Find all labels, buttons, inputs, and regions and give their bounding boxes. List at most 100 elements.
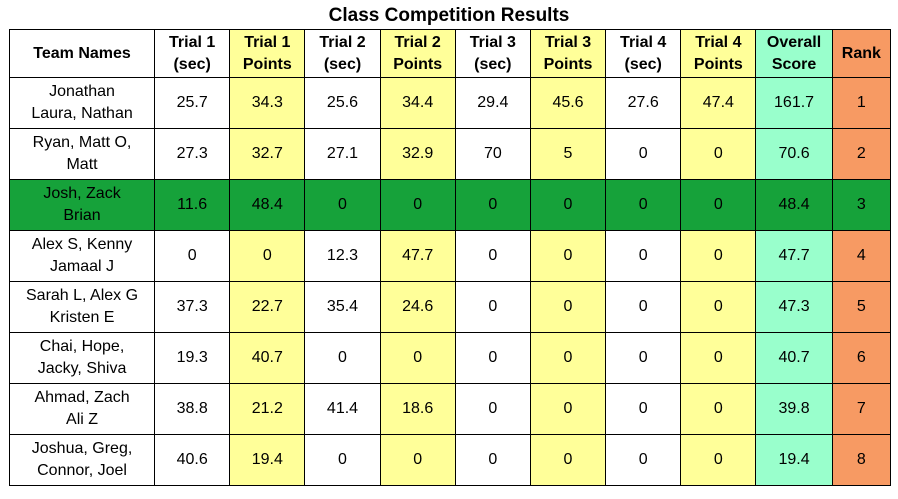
cell-trial2-sec: 41.4 bbox=[304, 383, 381, 435]
cell-team-names: Josh, Zack Brian bbox=[8, 179, 156, 231]
cell-trial2-points: 47.7 bbox=[379, 230, 456, 282]
cell-overall-score: 48.4 bbox=[755, 179, 833, 231]
header-line: (sec) bbox=[323, 55, 362, 73]
cell-trial1-sec: 37.3 bbox=[154, 281, 231, 333]
cell-trial1-points: 34.3 bbox=[229, 77, 306, 129]
team-name-line: Connor, Joel bbox=[37, 462, 127, 479]
table-body: Jonathan Laura, Nathan 25.7 34.3 25.6 34.4 29.… bbox=[8, 77, 892, 486]
cell-trial4-sec: 0 bbox=[605, 128, 682, 180]
cell-overall-score: 161.7 bbox=[755, 77, 833, 129]
team-name-line: Joshua, Greg, bbox=[31, 440, 133, 457]
cell-trial2-sec: 12.3 bbox=[304, 230, 381, 282]
header-trial3-points: Trial 3 Points bbox=[529, 29, 607, 78]
cell-trial2-points: 0 bbox=[379, 434, 456, 486]
cell-rank: 1 bbox=[831, 77, 892, 129]
cell-trial1-points: 48.4 bbox=[229, 179, 306, 231]
cell-rank: 6 bbox=[831, 332, 892, 384]
cell-trial1-sec: 27.3 bbox=[154, 128, 231, 180]
cell-trial4-sec: 0 bbox=[605, 383, 682, 435]
cell-trial4-points: 0 bbox=[680, 281, 757, 333]
cell-trial4-sec: 0 bbox=[605, 281, 682, 333]
cell-team-names: Chai, Hope, Jacky, Shiva bbox=[8, 332, 156, 384]
cell-trial1-sec: 11.6 bbox=[154, 179, 231, 231]
team-name-line: Josh, Zack bbox=[43, 185, 121, 202]
cell-rank: 2 bbox=[831, 128, 892, 180]
header-line: Trial 4 bbox=[620, 33, 667, 51]
cell-rank: 8 bbox=[831, 434, 892, 486]
results-table: Team Names Trial 1 (sec) Trial 1 Points Trial… bbox=[8, 29, 892, 486]
cell-team-names: Alex S, Kenny Jamaal J bbox=[8, 230, 156, 282]
cell-trial3-points: 0 bbox=[529, 179, 607, 231]
cell-trial1-points: 21.2 bbox=[229, 383, 306, 435]
cell-trial3-points: 0 bbox=[529, 434, 607, 486]
table-row: Jonathan Laura, Nathan 25.7 34.3 25.6 34.4 29.… bbox=[8, 77, 892, 129]
header-trial1-sec: Trial 1 (sec) bbox=[154, 29, 231, 78]
header-line: Trial 1 bbox=[244, 33, 291, 51]
cell-trial2-sec: 0 bbox=[304, 179, 381, 231]
header-overall-score: Overall Score bbox=[755, 29, 833, 78]
cell-trial2-points: 34.4 bbox=[379, 77, 456, 129]
team-name-line: Alex S, Kenny bbox=[31, 236, 133, 253]
cell-trial3-points: 45.6 bbox=[529, 77, 607, 129]
cell-overall-score: 39.8 bbox=[755, 383, 833, 435]
header-trial1-points: Trial 1 Points bbox=[229, 29, 306, 78]
cell-trial4-points: 0 bbox=[680, 179, 757, 231]
header-line: (sec) bbox=[474, 55, 512, 73]
header-line: Trial 3 bbox=[469, 33, 516, 51]
header-trial4-points: Trial 4 Points bbox=[680, 29, 757, 78]
cell-trial2-sec: 27.1 bbox=[304, 128, 381, 180]
cell-trial1-points: 40.7 bbox=[229, 332, 306, 384]
cell-trial1-sec: 38.8 bbox=[154, 383, 231, 435]
cell-trial3-sec: 0 bbox=[454, 434, 531, 486]
cell-team-names: Sarah L, Alex G Kristen E bbox=[8, 281, 156, 333]
cell-trial2-sec: 0 bbox=[304, 332, 381, 384]
header-line: (sec) bbox=[173, 55, 211, 73]
cell-trial1-points: 22.7 bbox=[229, 281, 306, 333]
header-rank: Rank bbox=[831, 29, 892, 78]
cell-trial4-points: 0 bbox=[680, 128, 757, 180]
header-line: Overall bbox=[766, 33, 822, 51]
header-trial2-sec: Trial 2 (sec) bbox=[304, 29, 381, 78]
cell-trial1-points: 19.4 bbox=[229, 434, 306, 486]
team-name-line: Chai, Hope, bbox=[39, 338, 125, 355]
header-line: Points bbox=[242, 55, 292, 73]
cell-trial3-sec: 0 bbox=[454, 179, 531, 231]
cell-trial2-points: 0 bbox=[379, 332, 456, 384]
cell-trial1-points: 0 bbox=[229, 230, 306, 282]
team-name-line: Ahmad, Zach bbox=[34, 389, 130, 406]
cell-trial3-sec: 0 bbox=[454, 383, 531, 435]
cell-trial2-points: 32.9 bbox=[379, 128, 456, 180]
cell-trial1-sec: 25.7 bbox=[154, 77, 231, 129]
cell-trial1-sec: 0 bbox=[154, 230, 231, 282]
cell-trial4-points: 0 bbox=[680, 383, 757, 435]
cell-overall-score: 47.3 bbox=[755, 281, 833, 333]
team-name-line: Jonathan bbox=[49, 83, 115, 100]
cell-trial4-points: 0 bbox=[680, 230, 757, 282]
cell-trial2-sec: 0 bbox=[304, 434, 381, 486]
table-row: Alex S, Kenny Jamaal J 0 0 12.3 47.7 0 0 0 0 47.7 4 bbox=[8, 230, 892, 282]
cell-trial3-points: 0 bbox=[529, 230, 607, 282]
team-name-line: Sarah L, Alex G bbox=[26, 287, 139, 304]
cell-trial3-points: 0 bbox=[529, 281, 607, 333]
header-line: Points bbox=[543, 55, 593, 73]
table-row: Chai, Hope, Jacky, Shiva 19.3 40.7 0 0 0 0 0 0 40.… bbox=[8, 332, 892, 384]
cell-team-names: Jonathan Laura, Nathan bbox=[8, 77, 156, 129]
cell-trial4-sec: 0 bbox=[605, 179, 682, 231]
cell-trial4-sec: 0 bbox=[605, 230, 682, 282]
table-row: Ryan, Matt O, Matt 27.3 32.7 27.1 32.9 70 5 0 0 70… bbox=[8, 128, 892, 180]
header-line: Rank bbox=[841, 44, 881, 62]
cell-trial2-points: 0 bbox=[379, 179, 456, 231]
cell-trial4-sec: 27.6 bbox=[605, 77, 682, 129]
cell-trial3-sec: 70 bbox=[454, 128, 531, 180]
cell-trial2-points: 24.6 bbox=[379, 281, 456, 333]
cell-team-names: Joshua, Greg, Connor, Joel bbox=[8, 434, 156, 486]
cell-overall-score: 47.7 bbox=[755, 230, 833, 282]
team-name-line: Jamaal J bbox=[50, 258, 115, 275]
cell-trial3-sec: 0 bbox=[454, 230, 531, 282]
cell-rank: 4 bbox=[831, 230, 892, 282]
header-trial3-sec: Trial 3 (sec) bbox=[454, 29, 531, 78]
header-line: Points bbox=[693, 55, 743, 73]
cell-overall-score: 19.4 bbox=[755, 434, 833, 486]
team-name-line: Ali Z bbox=[66, 411, 99, 428]
cell-trial3-sec: 29.4 bbox=[454, 77, 531, 129]
